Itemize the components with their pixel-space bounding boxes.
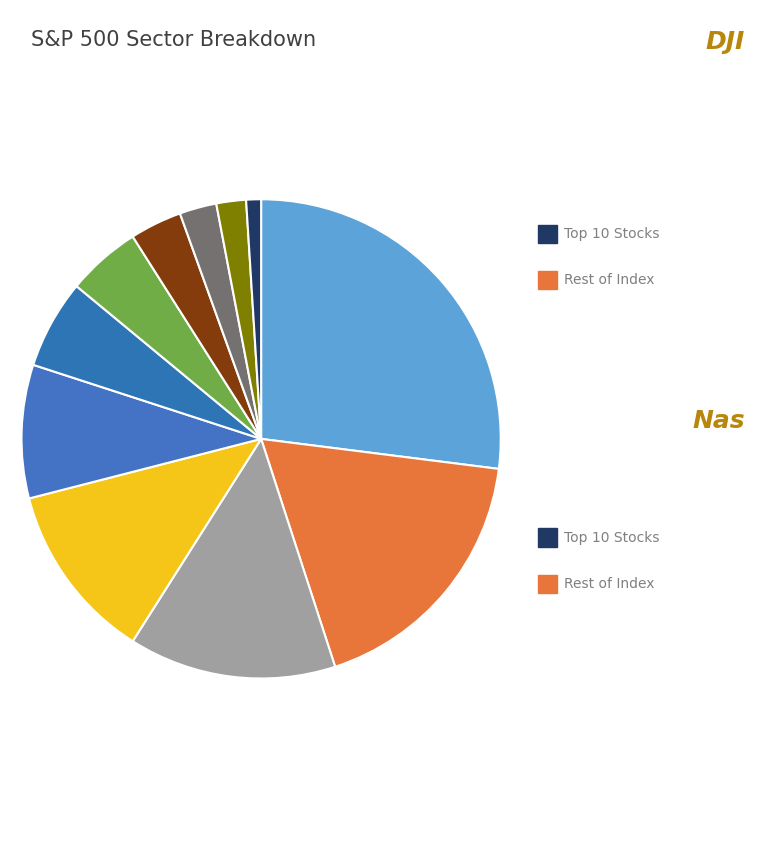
Text: Nas: Nas [692,409,745,433]
Text: Rest of Index: Rest of Index [564,577,655,591]
Text: Rest of Index: Rest of Index [564,273,655,287]
Wedge shape [246,199,261,439]
Text: DJI: DJI [706,30,745,53]
Wedge shape [261,439,499,667]
Text: Top 10 Stocks: Top 10 Stocks [564,531,660,544]
Text: Top 10 Stocks: Top 10 Stocks [564,227,660,241]
Text: S&P 500 Sector Breakdown: S&P 500 Sector Breakdown [31,30,316,50]
Wedge shape [217,200,261,439]
Wedge shape [180,203,261,439]
Wedge shape [77,236,261,439]
Wedge shape [261,199,501,469]
Wedge shape [29,439,261,641]
Wedge shape [133,214,261,439]
Wedge shape [133,439,335,679]
Wedge shape [33,286,261,439]
Wedge shape [22,365,261,499]
